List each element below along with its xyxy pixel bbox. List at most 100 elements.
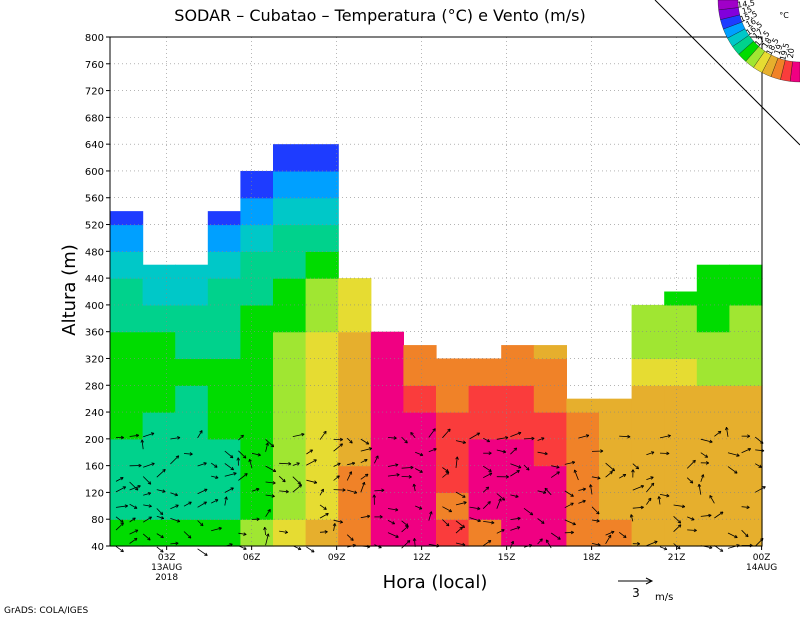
temp-cell: [631, 358, 665, 386]
y-axis-ticks: 40 80 120 160 200 240 280 320 360 400 440 480 520 560…: [85, 33, 110, 553]
x-tick-label: 12Z: [413, 553, 431, 563]
wind-arrow: [279, 461, 292, 466]
temp-cell: [566, 519, 600, 547]
wind-arrow: [306, 546, 315, 553]
temp-cell: [273, 144, 307, 172]
wind-arrow: [387, 463, 399, 467]
wind-arrow: [265, 481, 276, 485]
temp-cell: [533, 385, 567, 413]
wind-arrow: [619, 473, 627, 479]
temp-cell: [305, 438, 339, 467]
wind-arrow: [170, 518, 181, 523]
wind-arrow: [741, 529, 749, 538]
temp-cell: [696, 412, 730, 440]
wind-arrow: [333, 462, 341, 467]
temp-cell: [175, 519, 209, 547]
temp-cell: [631, 331, 665, 360]
wind-arrow: [545, 539, 552, 549]
wind-arrow: [455, 501, 467, 506]
wind-arrow: [170, 436, 181, 440]
wind-arrow: [510, 540, 514, 549]
wind-arrow: [646, 476, 654, 480]
temp-cell: [142, 304, 176, 333]
wind-arrow: [510, 494, 519, 498]
temp-cell: [729, 438, 763, 467]
wind-arrow: [360, 447, 373, 452]
wind-arrow: [374, 515, 383, 519]
wind-arrow: [714, 511, 724, 519]
temp-cell: [729, 465, 763, 494]
wind-arrow: [197, 488, 208, 495]
temp-cell: [468, 358, 502, 386]
temp-cell: [142, 385, 176, 413]
wind-arrow: [224, 450, 234, 459]
wind-arrow: [374, 488, 385, 493]
x-tick-year: 2018: [155, 573, 178, 583]
temp-cell: [175, 264, 209, 279]
temp-cell: [240, 438, 274, 467]
temp-cell: [696, 492, 730, 520]
wind-arrow: [686, 477, 694, 484]
wind-scale-unit: m/s: [655, 592, 673, 603]
temp-cell: [110, 438, 144, 467]
wind-arrow: [537, 538, 543, 545]
wind-arrow: [632, 505, 644, 510]
wind-arrow: [143, 504, 152, 508]
wind-arrow: [115, 522, 124, 531]
temp-cell: [338, 465, 372, 494]
temp-cell: [631, 492, 665, 520]
y-tick-label: 760: [85, 60, 104, 71]
wind-arrow: [197, 430, 203, 439]
x-tick-date: 14AUG: [746, 563, 777, 573]
wind-arrow: [156, 515, 165, 520]
temp-cell: [696, 465, 730, 494]
wind-arrow: [265, 465, 277, 473]
temp-cell: [696, 358, 730, 386]
wind-arrow: [360, 481, 366, 493]
wind-arrow: [469, 517, 481, 523]
temp-cell: [501, 412, 535, 440]
temp-cell: [599, 492, 633, 520]
temp-cell: [729, 264, 763, 279]
wind-arrow: [319, 430, 327, 440]
wind-arrow: [551, 465, 560, 469]
temp-cell: [175, 304, 209, 333]
wind-arrow: [646, 451, 655, 456]
y-tick-label: 160: [85, 462, 104, 473]
temp-cell: [338, 278, 372, 306]
wind-arrow: [629, 514, 634, 522]
wind-arrow: [537, 518, 545, 524]
wind-arrow: [741, 505, 750, 510]
wind-arrow: [632, 542, 641, 546]
wind-arrow: [251, 452, 261, 457]
temp-cell: [664, 385, 698, 413]
temp-cell: [501, 385, 535, 413]
temp-cell: [599, 465, 633, 494]
wind-arrow: [714, 430, 722, 437]
wind-arrow: [401, 475, 412, 479]
wind-arrow: [211, 499, 219, 504]
wind-arrow: [469, 432, 481, 440]
temp-cell: [696, 304, 730, 333]
wind-arrow: [279, 530, 288, 534]
wind-arrow: [292, 462, 300, 466]
temp-cell: [110, 519, 144, 547]
wind-arrow: [401, 520, 409, 527]
wind-arrow: [143, 492, 152, 496]
wind-arrow: [346, 471, 353, 481]
temp-cell: [403, 345, 437, 360]
temp-cell: [631, 412, 665, 440]
wind-arrow: [129, 481, 139, 491]
wind-arrow: [129, 433, 140, 438]
temp-cell: [436, 412, 470, 440]
wind-arrow: [605, 530, 615, 536]
wind-arrow: [210, 462, 218, 468]
credit-label: GrADS: COLA/IGES: [4, 606, 88, 616]
wind-arrow: [360, 473, 369, 480]
x-tick-label: 06Z: [243, 553, 261, 563]
wind-arrow: [115, 516, 124, 523]
temp-cell: [631, 438, 665, 467]
x-axis-label: Hora (local): [383, 572, 488, 593]
wind-arrow: [156, 508, 164, 515]
